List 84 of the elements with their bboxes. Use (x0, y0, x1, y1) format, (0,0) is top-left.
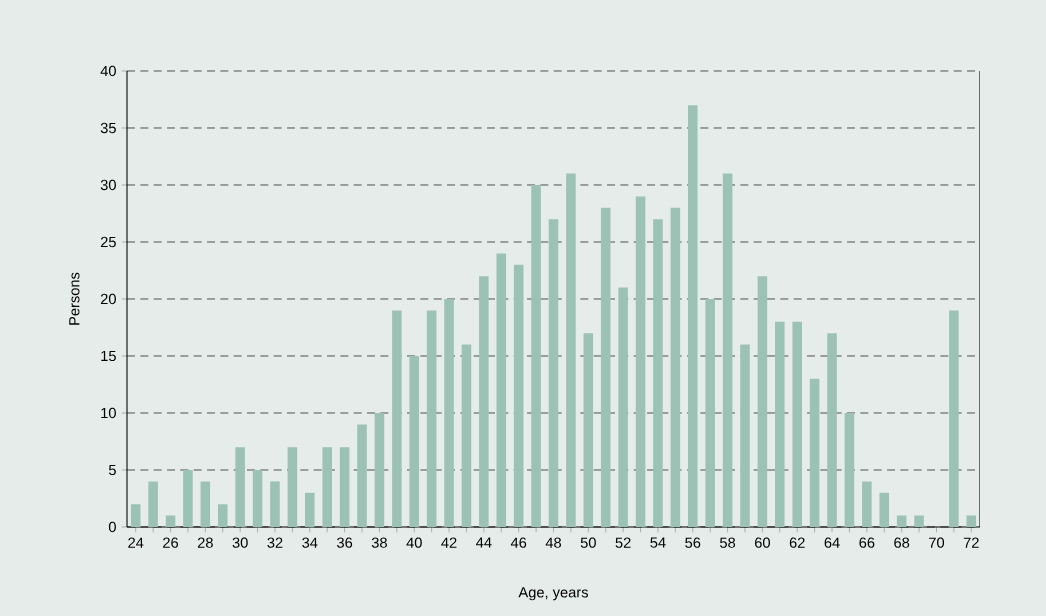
bar (531, 184, 541, 527)
x-tick-label: 68 (894, 537, 910, 548)
x-tick-label: 32 (267, 537, 283, 548)
bar (252, 469, 263, 527)
bar (374, 412, 385, 527)
y-tick-label: 40 (100, 65, 116, 77)
x-tick-label: 38 (371, 537, 387, 548)
bar (618, 287, 628, 527)
bar (653, 219, 663, 527)
bar (444, 298, 454, 527)
x-tick-label: 46 (510, 537, 527, 548)
y-tick-label: 35 (100, 122, 116, 134)
bar (566, 173, 576, 527)
bar (513, 264, 524, 527)
x-tick-label: 54 (650, 537, 666, 548)
bar (670, 207, 681, 527)
bar (862, 481, 872, 527)
bar (235, 447, 245, 527)
bar (200, 481, 211, 527)
bar (130, 504, 141, 527)
x-tick-label: 44 (476, 537, 492, 548)
bar (757, 276, 768, 527)
bar (583, 333, 594, 527)
x-tick-label: 70 (929, 537, 945, 548)
x-tick-label: 30 (232, 537, 248, 548)
bar (496, 253, 507, 527)
bar (966, 515, 977, 527)
bar (775, 321, 785, 527)
bar (305, 492, 315, 527)
x-tick-label: 64 (824, 537, 840, 548)
y-tick-label: 15 (101, 350, 116, 362)
bar (322, 447, 332, 527)
x-tick-label: 28 (197, 537, 213, 548)
y-tick-label: 25 (100, 236, 116, 248)
bar (705, 298, 715, 527)
y-tick-label: 30 (100, 179, 116, 191)
bar (392, 310, 402, 527)
bar (949, 310, 959, 527)
x-tick-label: 62 (789, 537, 805, 548)
bar (809, 378, 820, 527)
x-tick-label: 52 (615, 537, 631, 548)
bar (479, 276, 489, 527)
bar (357, 424, 367, 527)
bar (914, 515, 924, 527)
x-tick-label: 34 (302, 537, 318, 548)
y-tick-label: 10 (101, 407, 116, 419)
x-tick-label: 60 (754, 537, 770, 548)
x-tick-label: 40 (406, 537, 422, 548)
bar (165, 515, 176, 527)
x-tick-label: 24 (128, 537, 144, 548)
y-tick-label: 0 (108, 521, 116, 533)
y-tick-label: 20 (100, 293, 116, 305)
bar (844, 412, 855, 527)
x-tick-label: 48 (545, 537, 562, 548)
x-tick-label: 72 (963, 537, 979, 548)
bar (148, 481, 158, 527)
bar (217, 504, 228, 527)
bar (600, 207, 611, 527)
x-tick-label: 56 (685, 537, 701, 548)
bar (548, 219, 559, 527)
x-tick-label: 42 (441, 537, 457, 548)
bar (827, 333, 837, 527)
bar (879, 492, 890, 527)
bar (461, 344, 472, 527)
x-tick-label: 50 (580, 537, 596, 548)
bar (792, 321, 802, 527)
bar (426, 310, 437, 527)
bar (687, 105, 698, 527)
x-axis-title: Age, years (518, 587, 588, 601)
bar (635, 196, 646, 527)
bar (339, 447, 350, 527)
bar (409, 355, 420, 527)
x-tick-label: 26 (163, 537, 179, 548)
y-axis-title: Persons (69, 272, 80, 325)
bar (722, 173, 733, 527)
x-tick-label: 58 (720, 537, 736, 548)
y-tick-label: 5 (108, 464, 116, 476)
bar (740, 344, 750, 527)
x-tick-label: 66 (859, 537, 875, 548)
x-tick-label: 36 (337, 537, 353, 548)
bar (183, 469, 193, 527)
bar (896, 515, 907, 527)
bar (287, 447, 298, 527)
bar (270, 481, 280, 527)
